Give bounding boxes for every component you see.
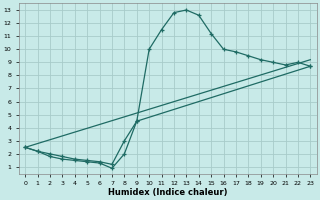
X-axis label: Humidex (Indice chaleur): Humidex (Indice chaleur) — [108, 188, 228, 197]
